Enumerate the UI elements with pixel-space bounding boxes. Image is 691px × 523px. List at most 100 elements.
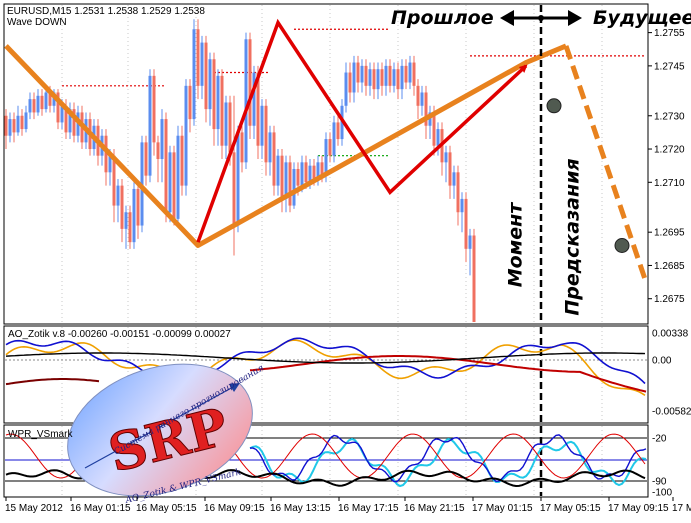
candle-body	[324, 139, 328, 176]
candle-body	[176, 135, 180, 219]
time-tick-label: 17 May 13:	[672, 503, 691, 514]
candle-body	[356, 62, 360, 83]
candle-body	[460, 198, 464, 213]
candle-body	[232, 152, 236, 226]
candle-body	[252, 72, 256, 126]
candle-body	[240, 132, 244, 163]
moment-label: Момент	[504, 202, 527, 288]
candle-body	[108, 155, 112, 173]
price-tick-label: 1.2695	[654, 228, 685, 239]
candle-body	[208, 59, 212, 110]
candle-body	[200, 42, 204, 86]
candle-body	[452, 172, 456, 186]
candle-body	[296, 168, 300, 186]
prediction-label: Предсказания	[561, 158, 584, 316]
candle-body	[40, 95, 44, 110]
candle-body	[112, 155, 116, 206]
wpr-tick-label: -100	[652, 488, 672, 499]
candle-body	[256, 72, 260, 146]
orange-trend-line	[4, 43, 567, 248]
time-tick-label: 17 May 09:15	[608, 503, 669, 514]
red-zigzag	[196, 18, 528, 243]
candle-body	[368, 69, 372, 86]
candle-body	[136, 188, 140, 226]
candle-body	[400, 65, 404, 90]
candle-body	[284, 162, 288, 199]
candle-body	[448, 152, 452, 186]
candle-body	[228, 102, 232, 153]
candle-body	[104, 135, 108, 173]
candle-body	[472, 235, 476, 322]
candle-body	[244, 39, 248, 163]
ao-tick-label: 0.00	[652, 356, 672, 367]
candle-body	[444, 152, 448, 163]
candle-body	[236, 132, 240, 226]
time-tick-label: 16 May 17:15	[338, 503, 399, 514]
ao-orange-line	[5, 339, 646, 396]
candle-body	[148, 75, 152, 176]
candle-body	[28, 99, 32, 113]
price-tick-label: 1.2710	[654, 178, 685, 189]
candle-body	[144, 142, 148, 176]
price-tick-label: 1.2755	[654, 28, 685, 39]
candle-body	[216, 75, 220, 130]
time-tick-label: 16 May 09:15	[204, 503, 265, 514]
candle-body	[464, 198, 468, 249]
wpr-blue-line	[249, 434, 647, 483]
candle-body	[180, 135, 184, 186]
ao-tick-label: 0.00338	[652, 329, 689, 340]
candle-body	[352, 62, 356, 93]
candle-body	[384, 65, 388, 86]
ao-panel-label: AO_Zotik v.8 -0.00260 -0.00151 -0.00099 …	[8, 329, 231, 340]
time-tick-label: 16 May 05:15	[136, 503, 197, 514]
candle-body	[152, 75, 156, 143]
candle-body	[412, 62, 416, 86]
candle-body	[380, 69, 384, 86]
signal-marker	[614, 237, 630, 253]
past-label: Прошлое	[391, 7, 494, 29]
candle-body	[268, 132, 272, 163]
ao-darkred-line	[5, 378, 100, 386]
candle-body	[8, 119, 12, 136]
time-tick-label: 15 May 2012	[5, 503, 63, 514]
symbol-line: EURUSD,M15 1.2531 1.2538 1.2529 1.2538	[7, 6, 205, 17]
candle-body	[4, 115, 8, 136]
candle-body	[396, 69, 400, 90]
candle-body	[360, 65, 364, 83]
price-tick-label: 1.2675	[654, 294, 685, 305]
candle-body	[404, 65, 408, 83]
logo-ellipse	[67, 363, 253, 497]
time-arrow-dot	[538, 15, 544, 21]
candle-body	[432, 112, 436, 146]
candle-body	[260, 105, 264, 146]
candle-body	[16, 115, 20, 133]
candle-body	[388, 65, 392, 86]
candle-body	[68, 109, 72, 133]
candle-body	[124, 212, 128, 229]
candle-body	[308, 165, 312, 183]
candle-body	[456, 172, 460, 213]
future-arrow-head	[568, 10, 582, 26]
ao-tick-label: -0.00582	[652, 407, 691, 418]
candle-body	[160, 119, 164, 160]
candle-body	[276, 155, 280, 186]
candle-body	[120, 185, 124, 229]
indicator-name: Wave DOWN	[7, 17, 67, 28]
candle-body	[192, 29, 196, 120]
candle-body	[280, 155, 284, 199]
ao-black-line	[5, 352, 646, 364]
signal-marker	[546, 98, 562, 114]
candle-body	[20, 115, 24, 130]
candle-body	[376, 69, 380, 90]
time-tick-label: 17 May 01:15	[472, 503, 533, 514]
price-tick-label: 1.2730	[654, 111, 685, 122]
candle-body	[272, 132, 276, 186]
candle-body	[188, 85, 192, 120]
candle-body	[328, 139, 332, 156]
candle-body	[408, 62, 412, 83]
candle-body	[64, 105, 68, 133]
candle-body	[164, 119, 168, 213]
wpr-tick-label: -90	[652, 477, 667, 488]
